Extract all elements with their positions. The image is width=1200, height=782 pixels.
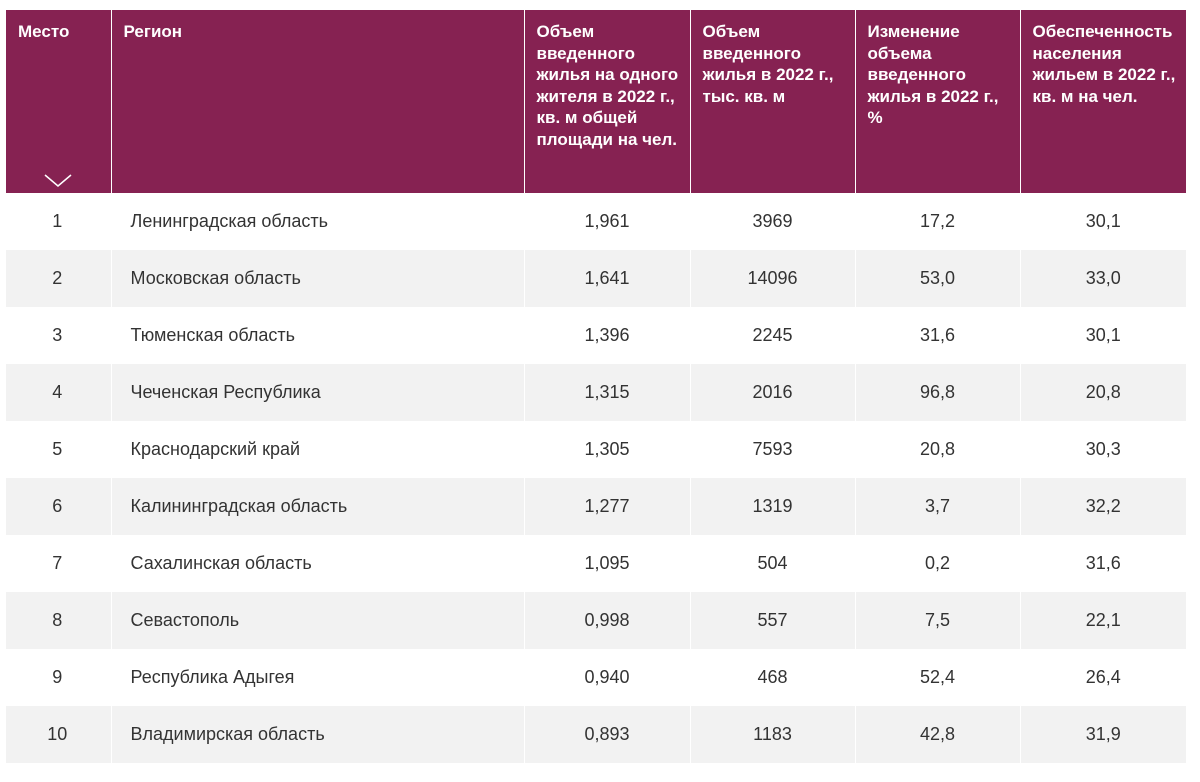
cell-volume: 468 [689, 649, 855, 706]
cell-provision: 30,3 [1019, 421, 1186, 478]
cell-provision: 31,6 [1019, 535, 1186, 592]
table-row: 1 Ленинградская область 1,961 3969 17,2 30,1 [6, 193, 1186, 250]
cell-volume: 7593 [689, 421, 855, 478]
cell-change: 42,8 [854, 706, 1020, 763]
table-row: 2 Московская область 1,641 14096 53,0 33,0 [6, 250, 1186, 307]
table-row: 10 Владимирская область 0,893 1183 42,8 31,9 [6, 706, 1186, 763]
cell-provision: 30,1 [1019, 193, 1186, 250]
header-region-label: Регион [123, 22, 183, 41]
cell-per-capita: 1,315 [523, 364, 690, 421]
cell-region: Владимирская область [110, 706, 524, 763]
cell-change: 52,4 [854, 649, 1020, 706]
table-header-row: Место Регион Объем введенного жилья на о… [6, 10, 1186, 193]
cell-change: 3,7 [854, 478, 1020, 535]
cell-volume: 2245 [689, 307, 855, 364]
table-row: 8 Севастополь 0,998 557 7,5 22,1 [6, 592, 1186, 649]
table-row: 7 Сахалинская область 1,095 504 0,2 31,6 [6, 535, 1186, 592]
cell-rank: 6 [6, 478, 111, 535]
cell-rank: 3 [6, 307, 111, 364]
cell-region: Республика Адыгея [110, 649, 524, 706]
header-rank[interactable]: Место [6, 10, 111, 193]
header-rank-label: Место [18, 22, 70, 41]
cell-change: 7,5 [854, 592, 1020, 649]
cell-per-capita: 1,396 [523, 307, 690, 364]
cell-region: Тюменская область [110, 307, 524, 364]
cell-volume: 557 [689, 592, 855, 649]
cell-volume: 1183 [689, 706, 855, 763]
cell-rank: 9 [6, 649, 111, 706]
header-per-capita[interactable]: Объем введенного жилья на одного жителя … [523, 10, 690, 193]
header-change[interactable]: Изменение объема введенного жилья в 2022… [854, 10, 1020, 193]
cell-region: Севастополь [110, 592, 524, 649]
cell-region: Московская область [110, 250, 524, 307]
header-region[interactable]: Регион [110, 10, 524, 193]
cell-provision: 32,2 [1019, 478, 1186, 535]
cell-region: Сахалинская область [110, 535, 524, 592]
cell-volume: 2016 [689, 364, 855, 421]
cell-rank: 8 [6, 592, 111, 649]
cell-provision: 30,1 [1019, 307, 1186, 364]
cell-provision: 31,9 [1019, 706, 1186, 763]
cell-change: 0,2 [854, 535, 1020, 592]
cell-per-capita: 0,998 [523, 592, 690, 649]
cell-change: 31,6 [854, 307, 1020, 364]
cell-provision: 33,0 [1019, 250, 1186, 307]
cell-change: 20,8 [854, 421, 1020, 478]
table-row: 6 Калининградская область 1,277 1319 3,7 32,2 [6, 478, 1186, 535]
cell-change: 96,8 [854, 364, 1020, 421]
header-provision[interactable]: Обеспеченность населения жильем в 2022 г… [1019, 10, 1186, 193]
cell-per-capita: 1,641 [523, 250, 690, 307]
header-volume[interactable]: Объем введенного жилья в 2022 г., тыс. к… [689, 10, 855, 193]
cell-region: Ленинградская область [110, 193, 524, 250]
cell-provision: 26,4 [1019, 649, 1186, 706]
header-volume-label: Объем введенного жилья в 2022 г., тыс. к… [702, 22, 834, 106]
header-provision-label: Обеспеченность населения жильем в 2022 г… [1032, 22, 1176, 106]
cell-per-capita: 1,277 [523, 478, 690, 535]
cell-volume: 14096 [689, 250, 855, 307]
cell-change: 17,2 [854, 193, 1020, 250]
table-row: 5 Краснодарский край 1,305 7593 20,8 30,3 [6, 421, 1186, 478]
header-change-label: Изменение объема введенного жилья в 2022… [867, 22, 999, 127]
table-row: 3 Тюменская область 1,396 2245 31,6 30,1 [6, 307, 1186, 364]
cell-provision: 20,8 [1019, 364, 1186, 421]
ranking-table: Место Регион Объем введенного жилья на о… [6, 10, 1186, 763]
cell-per-capita: 0,940 [523, 649, 690, 706]
cell-rank: 7 [6, 535, 111, 592]
chevron-down-icon[interactable] [44, 174, 72, 188]
cell-rank: 2 [6, 250, 111, 307]
table-row: 4 Чеченская Республика 1,315 2016 96,8 20,8 [6, 364, 1186, 421]
cell-volume: 1319 [689, 478, 855, 535]
cell-volume: 3969 [689, 193, 855, 250]
cell-per-capita: 1,961 [523, 193, 690, 250]
cell-change: 53,0 [854, 250, 1020, 307]
header-per-capita-label: Объем введенного жилья на одного жителя … [536, 22, 679, 149]
cell-rank: 4 [6, 364, 111, 421]
cell-provision: 22,1 [1019, 592, 1186, 649]
table-row: 9 Республика Адыгея 0,940 468 52,4 26,4 [6, 649, 1186, 706]
ranking-table-container: Место Регион Объем введенного жилья на о… [6, 10, 1186, 763]
cell-rank: 1 [6, 193, 111, 250]
cell-rank: 10 [6, 706, 111, 763]
cell-per-capita: 1,095 [523, 535, 690, 592]
cell-per-capita: 0,893 [523, 706, 690, 763]
cell-region: Чеченская Республика [110, 364, 524, 421]
table-body: 1 Ленинградская область 1,961 3969 17,2 30,1 2… [6, 193, 1186, 763]
cell-region: Калининградская область [110, 478, 524, 535]
cell-volume: 504 [689, 535, 855, 592]
cell-rank: 5 [6, 421, 111, 478]
cell-per-capita: 1,305 [523, 421, 690, 478]
cell-region: Краснодарский край [110, 421, 524, 478]
